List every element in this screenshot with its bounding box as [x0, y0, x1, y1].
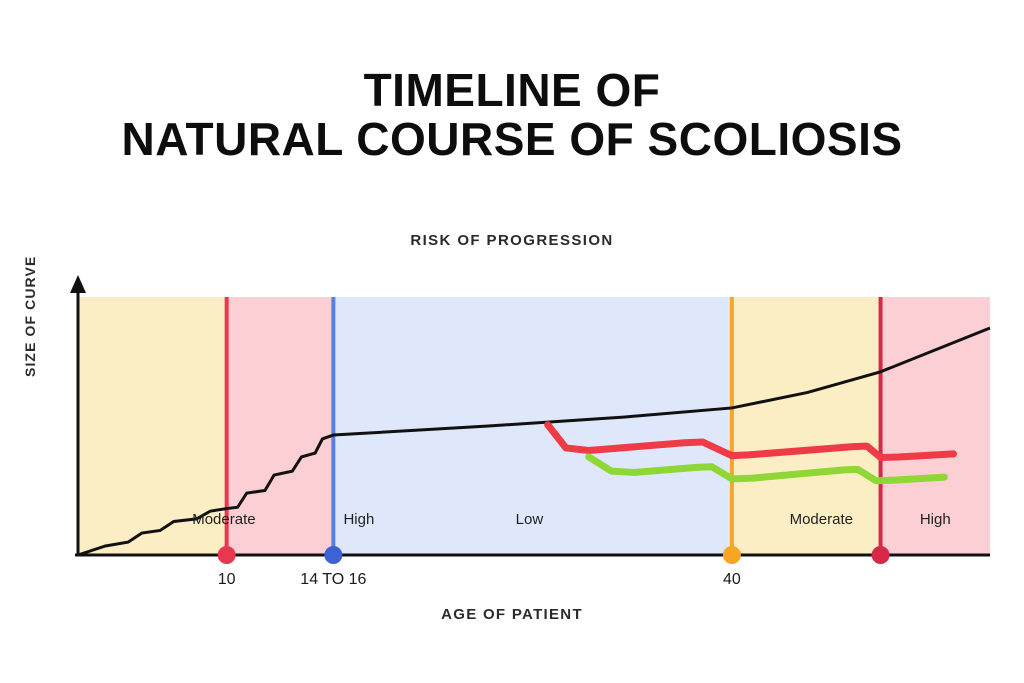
y-axis-title: SIZE OF CURVE [22, 255, 38, 377]
title-line-2: NATURAL COURSE OF SCOLIOSIS [121, 112, 903, 165]
data-series-lines [77, 326, 991, 557]
page-title: TIMELINE OF NATURAL COURSE OF SCOLIOSIS [0, 66, 1024, 164]
chart-subtitle: RISK OF PROGRESSION [410, 232, 614, 249]
series-line-1 [544, 421, 958, 461]
risk-band-label-high-1: High [343, 511, 375, 529]
series-line-2 [585, 453, 948, 485]
x-axis-title: AGE OF PATIENT [441, 606, 583, 623]
x-axis-tick-label-0: 10 [217, 571, 236, 588]
risk-band-fills [78, 297, 990, 555]
axis-marker-dot-0[interactable] [217, 546, 236, 564]
risk-band-label-moderate-0: Moderate [192, 511, 256, 529]
axis-marker-dots [217, 546, 890, 564]
risk-band-moderate-3 [731, 297, 881, 555]
y-axis-arrowhead-icon [70, 275, 86, 293]
axis-marker-dot-2[interactable] [722, 546, 741, 564]
series-line-0 [77, 326, 991, 557]
band-divider-lines [224, 297, 883, 555]
axis-marker-dot-3[interactable] [871, 546, 890, 564]
risk-band-label-low-2: Low [515, 511, 544, 529]
x-axis-tick-label-2: 40 [722, 571, 741, 588]
risk-band-high-4 [880, 297, 990, 555]
axis-marker-dot-1[interactable] [324, 546, 343, 564]
risk-band-label-high-4: High [919, 511, 951, 529]
title-line-1: TIMELINE OF [363, 64, 661, 116]
x-axis-tick-label-1: 14 TO 16 [300, 571, 367, 588]
risk-band-moderate-0 [78, 297, 227, 555]
risk-band-high-1 [226, 297, 334, 555]
risk-band-low-2 [333, 297, 732, 555]
risk-band-label-moderate-3: Moderate [789, 511, 853, 529]
